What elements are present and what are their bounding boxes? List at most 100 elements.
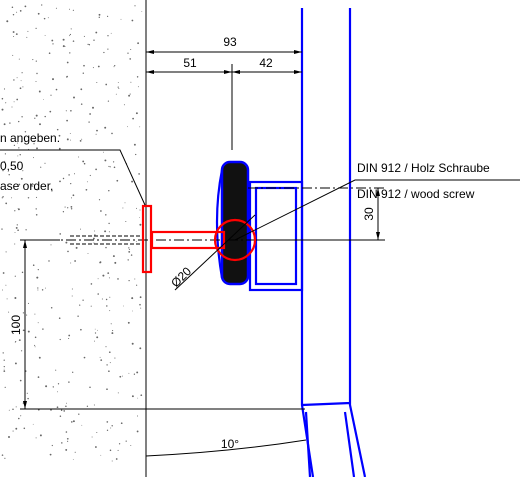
texture-dot	[37, 289, 39, 291]
texture-dot	[6, 298, 8, 300]
texture-dot	[104, 230, 107, 233]
texture-dot	[39, 434, 42, 437]
texture-dot	[64, 46, 66, 47]
texture-dot	[62, 38, 65, 41]
note: 0,50	[0, 159, 24, 173]
dimension-label: 100	[9, 315, 23, 335]
texture-dot	[124, 202, 126, 204]
texture-dot	[13, 144, 16, 147]
texture-dot	[96, 431, 98, 434]
texture-dot	[100, 454, 102, 456]
texture-dot	[128, 250, 131, 253]
texture-dot	[32, 183, 34, 185]
angle-arc	[145, 439, 307, 457]
texture-dot	[50, 94, 52, 96]
texture-dot	[12, 13, 15, 16]
texture-dot	[95, 133, 97, 135]
texture-dot	[72, 9, 74, 11]
texture-dot	[83, 64, 85, 67]
note: n angeben.	[0, 131, 60, 145]
texture-dot	[18, 417, 20, 420]
texture-dot	[43, 99, 44, 100]
texture-dot	[89, 113, 91, 115]
texture-dot	[17, 229, 19, 231]
texture-dot	[1, 197, 3, 199]
texture-dot	[94, 340, 95, 342]
texture-dot	[106, 388, 108, 391]
texture-dot	[3, 368, 5, 370]
texture-dot	[48, 260, 50, 262]
texture-dot	[128, 247, 130, 249]
texture-dot	[132, 310, 133, 312]
texture-dot	[123, 305, 124, 307]
texture-dot	[8, 174, 10, 176]
texture-dot	[139, 347, 142, 350]
top-dimensions	[146, 50, 302, 150]
texture-dot	[18, 339, 21, 342]
texture-dot	[119, 375, 122, 378]
texture-dot	[94, 328, 96, 330]
texture-dot	[137, 86, 139, 88]
texture-dot	[117, 278, 119, 280]
texture-dot	[73, 173, 76, 175]
texture-dot	[67, 250, 69, 253]
texture-dot	[108, 231, 110, 233]
texture-dot	[62, 45, 65, 48]
texture-dot	[67, 207, 69, 209]
texture-dot	[78, 156, 80, 158]
texture-dot	[92, 67, 94, 69]
texture-dot	[97, 65, 100, 68]
texture-dot	[44, 115, 46, 118]
texture-dot	[75, 246, 78, 249]
texture-dot	[34, 313, 36, 315]
texture-dot	[59, 233, 62, 235]
texture-dot	[37, 376, 40, 378]
texture-dot	[11, 6, 14, 9]
texture-dot	[139, 126, 141, 128]
texture-dot	[72, 459, 74, 460]
texture-dot	[52, 78, 54, 81]
texture-dot	[97, 278, 99, 280]
texture-dot	[72, 420, 75, 423]
screw	[30, 204, 257, 274]
texture-dot	[117, 86, 119, 88]
texture-dot	[81, 138, 83, 140]
texture-dot	[79, 228, 82, 230]
texture-dot	[21, 271, 24, 274]
texture-dot	[102, 274, 105, 277]
texture-dot	[70, 110, 72, 112]
texture-dot	[131, 180, 134, 183]
texture-dot	[68, 337, 70, 340]
texture-dot	[69, 133, 71, 135]
texture-dot	[88, 44, 91, 46]
texture-dot	[79, 304, 81, 306]
texture-dot	[35, 196, 38, 198]
note: ase order.	[0, 179, 53, 193]
texture-dot	[91, 436, 93, 438]
texture-dot	[4, 160, 6, 162]
texture-dot	[20, 415, 22, 417]
texture-dot	[125, 440, 127, 442]
texture-dot	[131, 19, 134, 22]
texture-dot	[93, 242, 95, 244]
texture-dot	[105, 298, 108, 301]
texture-dot	[8, 311, 10, 313]
texture-dot	[108, 222, 110, 225]
texture-dot	[82, 72, 85, 74]
texture-dot	[67, 440, 69, 442]
texture-dot	[122, 207, 124, 209]
texture-dot	[116, 179, 119, 182]
texture-dot	[14, 232, 16, 234]
texture-dot	[88, 121, 90, 123]
texture-dot	[48, 52, 51, 55]
texture-dot	[115, 93, 117, 95]
texture-dot	[135, 153, 137, 156]
texture-dot	[65, 448, 68, 451]
texture-dot	[65, 110, 67, 112]
texture-dot	[2, 169, 4, 172]
texture-dot	[130, 254, 133, 256]
texture-dot	[14, 210, 16, 212]
texture-dot	[4, 153, 7, 155]
texture-dot	[105, 214, 107, 216]
